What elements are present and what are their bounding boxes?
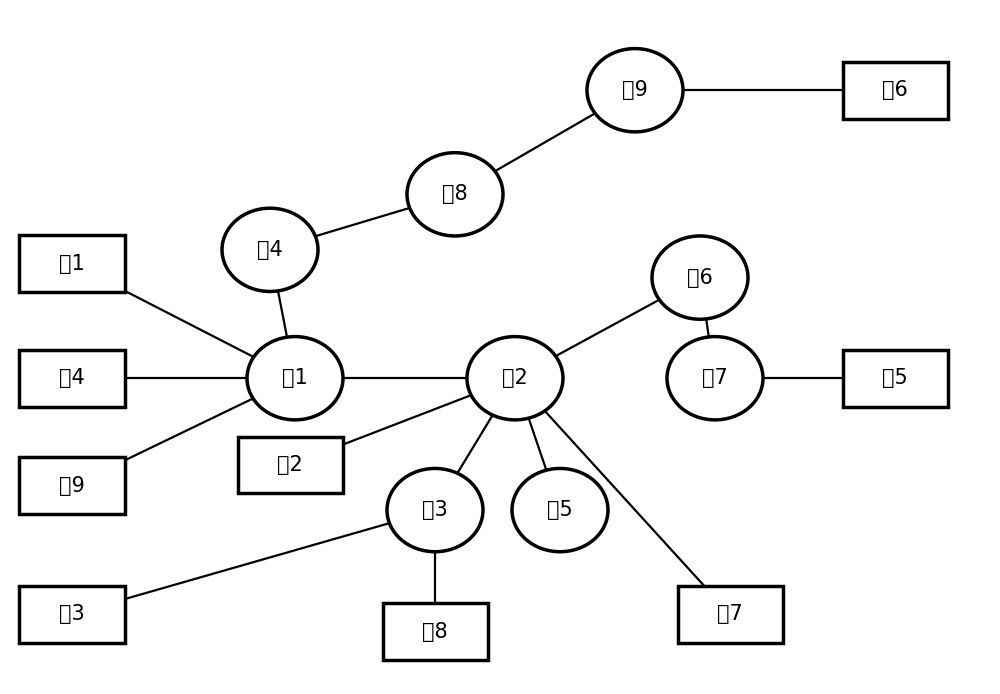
Text: 孔9: 孔9 bbox=[622, 81, 648, 100]
Text: 孔4: 孔4 bbox=[257, 240, 283, 260]
Text: 面8: 面8 bbox=[422, 622, 448, 641]
Text: 面9: 面9 bbox=[59, 476, 85, 496]
Bar bbox=[842, 62, 948, 119]
Text: 孔8: 孔8 bbox=[442, 185, 468, 204]
Ellipse shape bbox=[247, 337, 343, 420]
Text: 孔5: 孔5 bbox=[547, 500, 573, 520]
Ellipse shape bbox=[512, 468, 608, 552]
Bar bbox=[382, 603, 488, 660]
Text: 面4: 面4 bbox=[59, 369, 85, 388]
Ellipse shape bbox=[667, 337, 763, 420]
Text: 面2: 面2 bbox=[277, 455, 303, 475]
Ellipse shape bbox=[652, 236, 748, 319]
Bar bbox=[19, 457, 125, 514]
Bar bbox=[238, 437, 342, 493]
Text: 面3: 面3 bbox=[59, 604, 85, 624]
Bar bbox=[678, 586, 782, 643]
Text: 面6: 面6 bbox=[882, 81, 908, 100]
Ellipse shape bbox=[407, 153, 503, 236]
Ellipse shape bbox=[587, 49, 683, 132]
Text: 孔1: 孔1 bbox=[282, 369, 308, 388]
Text: 孔2: 孔2 bbox=[502, 369, 528, 388]
Bar bbox=[19, 586, 125, 643]
Bar bbox=[19, 235, 125, 292]
Ellipse shape bbox=[467, 337, 563, 420]
Text: 面1: 面1 bbox=[59, 254, 85, 273]
Text: 孔3: 孔3 bbox=[422, 500, 448, 520]
Bar bbox=[19, 350, 125, 407]
Text: 孔6: 孔6 bbox=[687, 268, 713, 287]
Ellipse shape bbox=[222, 208, 318, 291]
Ellipse shape bbox=[387, 468, 483, 552]
Text: 孔7: 孔7 bbox=[702, 369, 728, 388]
Text: 面7: 面7 bbox=[717, 604, 743, 624]
Text: 面5: 面5 bbox=[882, 369, 908, 388]
Bar bbox=[842, 350, 948, 407]
